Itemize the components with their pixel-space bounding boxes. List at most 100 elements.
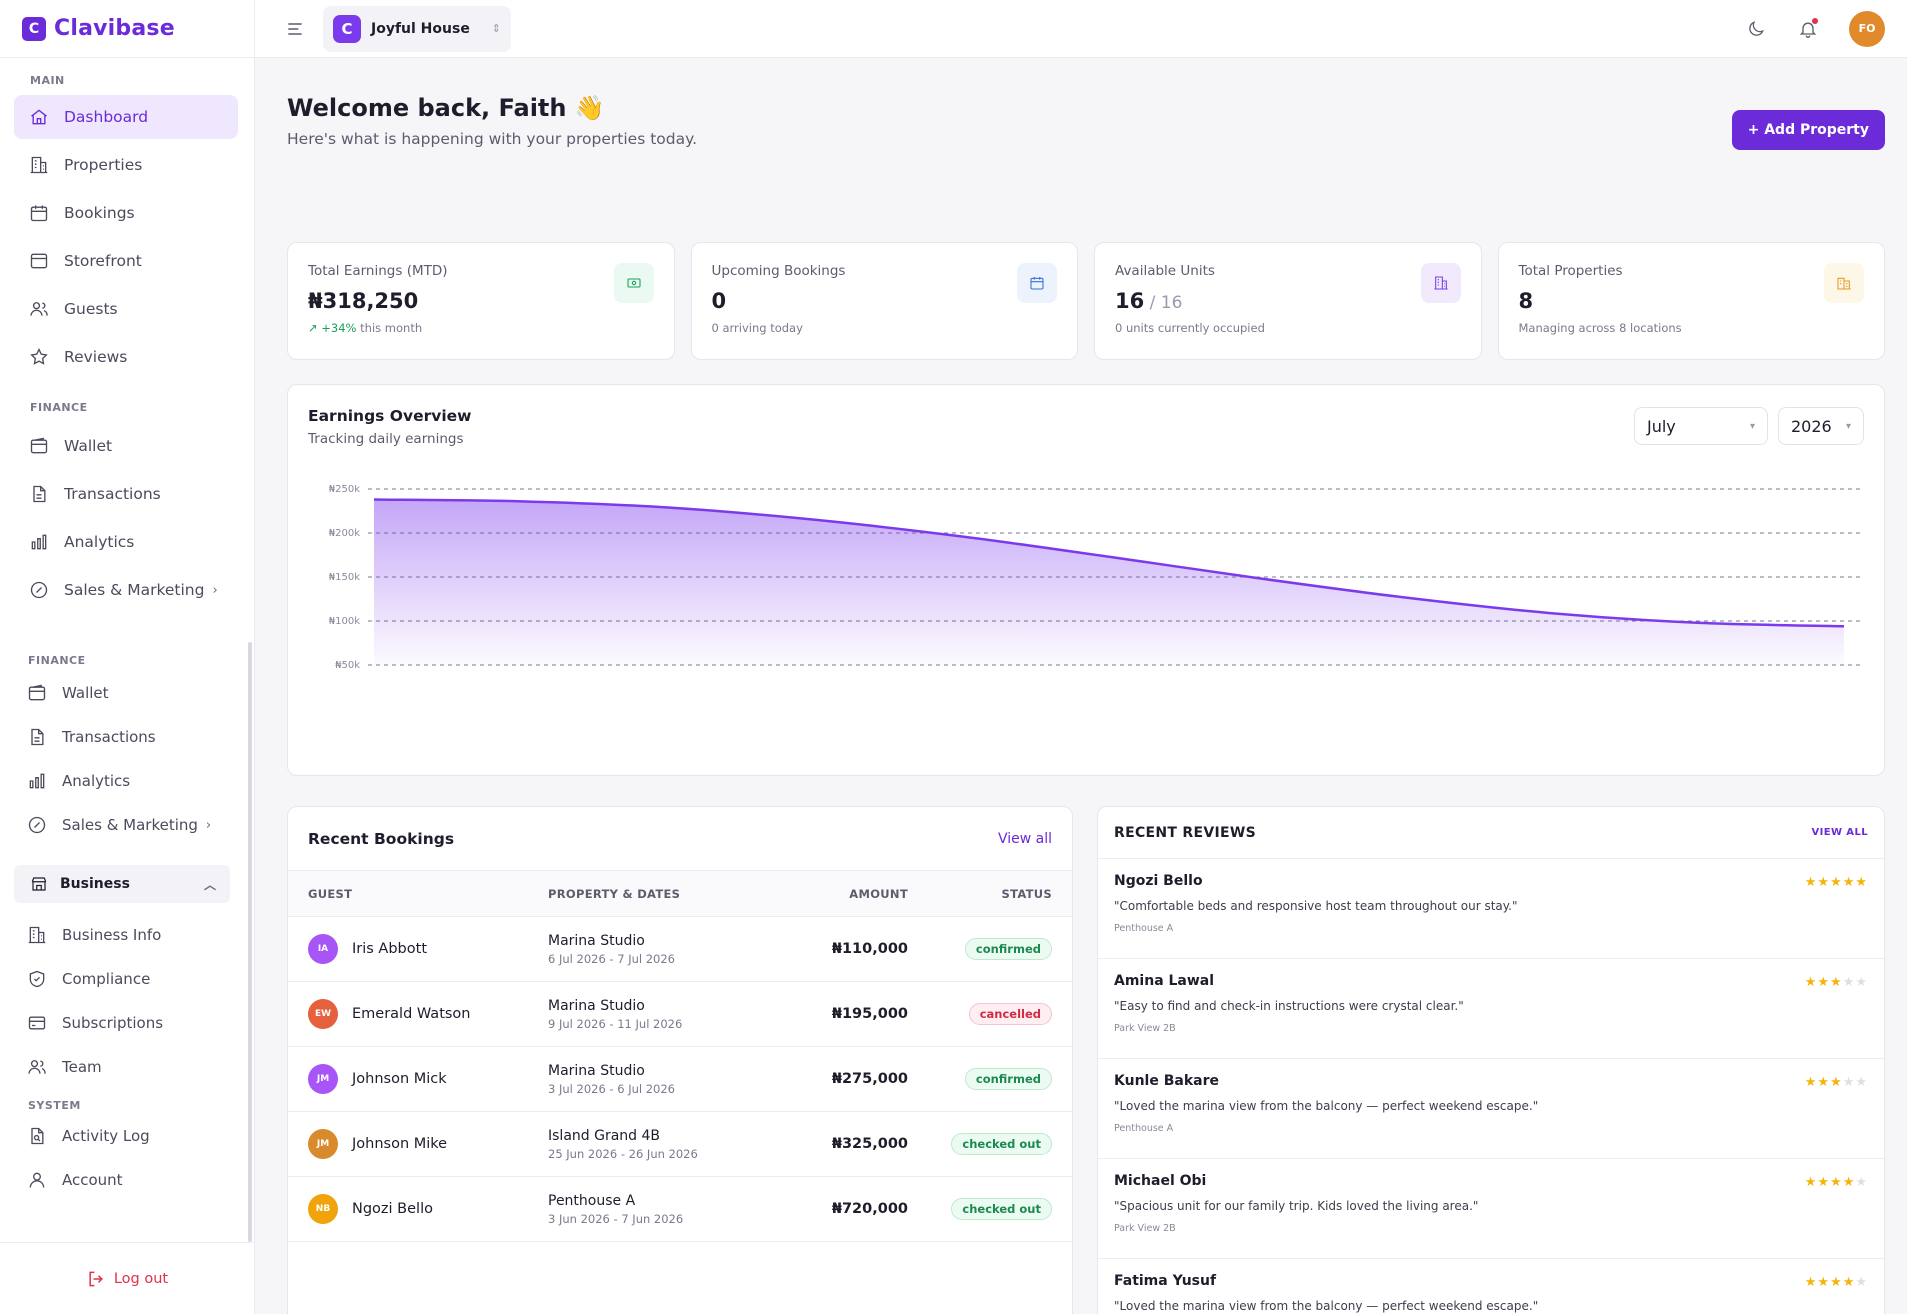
star-icon: ★ bbox=[1817, 1275, 1831, 1290]
avatar: NB bbox=[308, 1194, 338, 1224]
rating-stars: ★★★★★ bbox=[1805, 1175, 1868, 1190]
month-select[interactable]: July ▾ bbox=[1634, 407, 1768, 445]
star-icon: ★ bbox=[1855, 1075, 1868, 1090]
sidebar-item-sales-marketing[interactable]: Sales & Marketing › bbox=[14, 805, 234, 845]
sidebar-item-compliance[interactable]: Compliance bbox=[14, 959, 234, 999]
sidebar-item-transactions[interactable]: Transactions bbox=[14, 717, 234, 757]
sidebar: C Clavibase MAIN Dashboard Properties Book… bbox=[0, 0, 255, 1314]
chevron-down-icon: ▾ bbox=[1749, 420, 1755, 432]
guest-cell: JM Johnson Mike bbox=[308, 1129, 548, 1159]
booking-dates: 6 Jul 2026 - 7 Jul 2026 bbox=[548, 951, 675, 966]
sidebar-item-dashboard[interactable]: Dashboard bbox=[14, 95, 238, 139]
bar-chart-icon bbox=[26, 770, 48, 792]
user-avatar[interactable]: FO bbox=[1849, 10, 1885, 47]
card-icon bbox=[26, 1012, 48, 1034]
star-icon: ★ bbox=[1817, 875, 1831, 890]
stat-value: 16 / 16 bbox=[1115, 289, 1461, 313]
reviews-view-all-link[interactable]: VIEW ALL bbox=[1811, 827, 1868, 838]
theme-toggle-button[interactable] bbox=[1745, 18, 1767, 40]
sidebar-item-subscriptions[interactable]: Subscriptions bbox=[14, 1003, 234, 1043]
sidebar-item-label: Sales & Marketing bbox=[62, 816, 198, 834]
earnings-line bbox=[373, 498, 1845, 628]
review-item[interactable]: Kunle Bakare "Loved the marina view from … bbox=[1098, 1059, 1884, 1159]
property-name: Marina Studio bbox=[548, 1062, 645, 1079]
booking-amount: ₦720,000 bbox=[831, 1201, 908, 1217]
workspace-logo: C bbox=[333, 14, 361, 43]
y-tick-label: ₦250k bbox=[329, 485, 360, 495]
sidebar-item-label: Transactions bbox=[62, 728, 156, 746]
bookings-table-header: GUEST PROPERTY & DATES AMOUNT STATUS bbox=[288, 871, 1072, 917]
brand[interactable]: C Clavibase bbox=[0, 0, 254, 58]
table-row[interactable]: EW Emerald Watson Marina Studio 9 Jul 2026 … bbox=[288, 982, 1072, 1047]
status-cell: confirmed bbox=[908, 938, 1052, 960]
notifications-button[interactable] bbox=[1797, 17, 1819, 40]
business-section-toggle[interactable]: Business ︿ bbox=[14, 865, 230, 903]
review-item[interactable]: Amina Lawal "Easy to find and check-in in… bbox=[1098, 959, 1884, 1059]
bookings-view-all-link[interactable]: View all bbox=[997, 830, 1052, 847]
earnings-subtitle: Tracking daily earnings bbox=[308, 431, 464, 447]
sidebar-item-properties[interactable]: Properties bbox=[14, 143, 238, 187]
sidebar-item-analytics[interactable]: Analytics bbox=[14, 761, 234, 801]
sidebar-item-transactions[interactable]: Transactions bbox=[14, 472, 238, 516]
business-section-label: Business bbox=[60, 876, 130, 892]
star-icon: ★ bbox=[1842, 975, 1856, 990]
reviewer-name: Fatima Yusuf bbox=[1114, 1273, 1217, 1289]
rating-stars: ★★★★★ bbox=[1805, 975, 1868, 990]
year-select[interactable]: 2026 ▾ bbox=[1778, 407, 1864, 445]
recent-reviews-card: RECENT REVIEWS VIEW ALL Ngozi Bello "Comf… bbox=[1097, 806, 1885, 1314]
add-property-button[interactable]: + Add Property bbox=[1731, 110, 1885, 150]
percent-icon bbox=[26, 814, 48, 836]
sidebar-item-label: Wallet bbox=[64, 437, 113, 455]
table-row[interactable]: JM Johnson Mick Marina Studio 3 Jul 2026 - … bbox=[288, 1047, 1072, 1112]
sidebar-item-label: Storefront bbox=[64, 252, 142, 270]
stat-footnote-text: 0 units currently occupied bbox=[1115, 321, 1265, 335]
sidebar-item-label: Sales & Marketing bbox=[64, 581, 205, 599]
section-label-finance: FINANCE bbox=[30, 401, 88, 414]
sidebar-item-analytics[interactable]: Analytics bbox=[14, 520, 238, 564]
store-icon bbox=[28, 873, 50, 895]
guest-name: Iris Abbott bbox=[352, 941, 427, 957]
stat-footnote-text: this month bbox=[356, 321, 423, 335]
table-row[interactable]: NB Ngozi Bello Penthouse A 3 Jun 2026 - 7 J… bbox=[288, 1177, 1072, 1242]
review-text: "Loved the marina view from the balcony … bbox=[1114, 1099, 1539, 1113]
section-label-system: SYSTEM bbox=[28, 1099, 81, 1112]
wallet-icon bbox=[26, 682, 48, 704]
sidebar-item-account[interactable]: Account bbox=[14, 1160, 234, 1200]
sidebar-scrollbar[interactable] bbox=[248, 642, 252, 1242]
reviewer-name: Michael Obi bbox=[1114, 1173, 1207, 1189]
menu-toggle-button[interactable] bbox=[283, 17, 307, 41]
sidebar-item-label: Dashboard bbox=[64, 108, 149, 126]
document-icon bbox=[26, 726, 48, 748]
sidebar-item-bookings[interactable]: Bookings bbox=[14, 191, 238, 235]
stat-label: Upcoming Bookings bbox=[711, 263, 846, 279]
review-item[interactable]: Ngozi Bello "Comfortable beds and respons… bbox=[1098, 859, 1884, 959]
property-cell: Island Grand 4B 25 Jun 2026 - 26 Jun 2026 bbox=[548, 1128, 788, 1161]
booking-dates: 3 Jun 2026 - 7 Jun 2026 bbox=[548, 1211, 684, 1226]
review-item[interactable]: Fatima Yusuf "Loved the marina view from … bbox=[1098, 1259, 1884, 1314]
sidebar-item-wallet[interactable]: Wallet bbox=[14, 424, 238, 468]
stats-row: Total Earnings (MTD) ₦318,250 ↗ +34% this … bbox=[287, 242, 1885, 360]
chevron-right-icon: › bbox=[205, 817, 212, 833]
users-icon bbox=[28, 298, 50, 320]
sidebar-item-business-info[interactable]: Business Info bbox=[14, 915, 234, 955]
stat-value-number: 8 bbox=[1518, 289, 1534, 313]
table-row[interactable]: JM Johnson Mike Island Grand 4B 25 Jun 2026… bbox=[288, 1112, 1072, 1177]
table-row[interactable]: IA Iris Abbott Marina Studio 6 Jul 2026 - 7… bbox=[288, 917, 1072, 982]
workspace-switcher[interactable]: C Joyful House ⇕ bbox=[323, 5, 511, 52]
sidebar-item-label: Guests bbox=[64, 300, 118, 318]
review-item[interactable]: Michael Obi "Spacious unit for our family… bbox=[1098, 1159, 1884, 1259]
sidebar-item-storefront[interactable]: Storefront bbox=[14, 239, 238, 283]
sidebar-item-wallet[interactable]: Wallet bbox=[14, 673, 234, 713]
logout-button[interactable]: Log out bbox=[0, 1242, 254, 1314]
recent-bookings-card: Recent Bookings View all GUEST PROPERTY … bbox=[287, 806, 1073, 1314]
sidebar-item-activity-log[interactable]: Activity Log bbox=[14, 1116, 234, 1156]
sidebar-item-team[interactable]: Team bbox=[14, 1047, 234, 1087]
sidebar-item-sales-marketing[interactable]: Sales & Marketing › bbox=[14, 568, 238, 612]
sidebar-item-guests[interactable]: Guests bbox=[14, 287, 238, 331]
star-icon: ★ bbox=[1830, 975, 1843, 990]
column-header-property: PROPERTY & DATES bbox=[548, 886, 681, 901]
status-badge: confirmed bbox=[964, 938, 1052, 960]
sidebar-item-reviews[interactable]: Reviews bbox=[14, 335, 238, 379]
guest-cell: JM Johnson Mick bbox=[308, 1064, 548, 1094]
review-property: Park View 2B bbox=[1114, 1023, 1176, 1034]
